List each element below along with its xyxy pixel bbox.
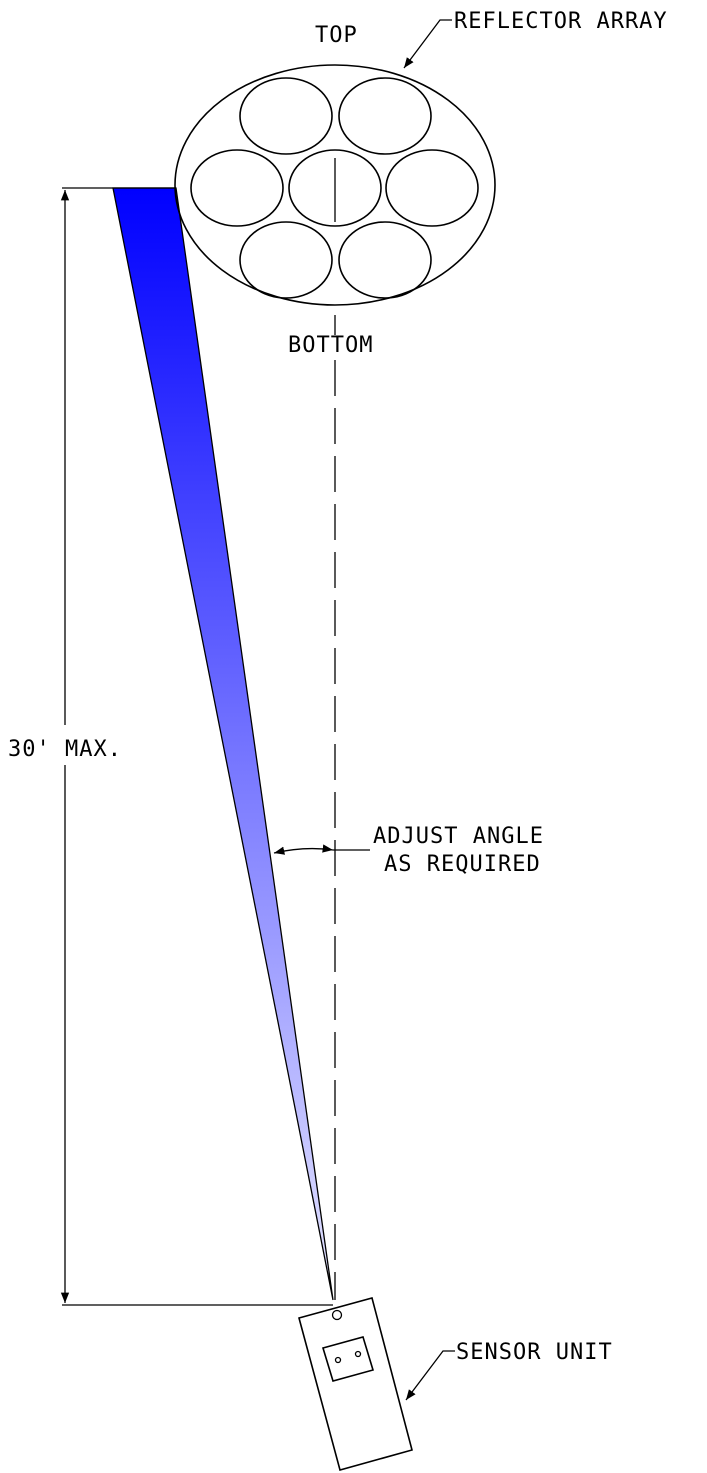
angle-arc	[273, 844, 334, 855]
reflector-lens	[190, 149, 284, 227]
reflector-lens	[239, 77, 333, 155]
adjust-angle-label-line2: AS REQUIRED	[384, 852, 541, 877]
sensor-unit-window	[321, 1336, 375, 1382]
top-label: TOP	[315, 23, 358, 48]
sensor-unit-dot	[334, 1356, 342, 1364]
adjust-angle-label-line1: ADJUST ANGLE	[373, 824, 544, 849]
reflector-lens	[385, 149, 479, 227]
reflector-array-leader	[403, 19, 452, 69]
distance-label: 30' MAX.	[8, 737, 122, 762]
sensor-unit-dot	[354, 1350, 362, 1358]
reflector-lens	[338, 77, 432, 155]
reflector-array-label: REFLECTOR ARRAY	[454, 9, 668, 34]
reflector-lens	[288, 149, 382, 227]
sensor-unit-leader	[405, 1350, 455, 1401]
bottom-label: BOTTOM	[288, 333, 373, 358]
reflector-lens	[338, 221, 432, 299]
reflector-array-outline	[174, 64, 496, 306]
sensor-unit	[298, 1297, 413, 1471]
sensor-unit-lens	[331, 1309, 343, 1321]
sensor-unit-label: SENSOR UNIT	[456, 1340, 613, 1365]
reflector-array	[174, 64, 496, 306]
reflector-lens	[239, 221, 333, 299]
sensor-unit-body	[298, 1297, 413, 1471]
